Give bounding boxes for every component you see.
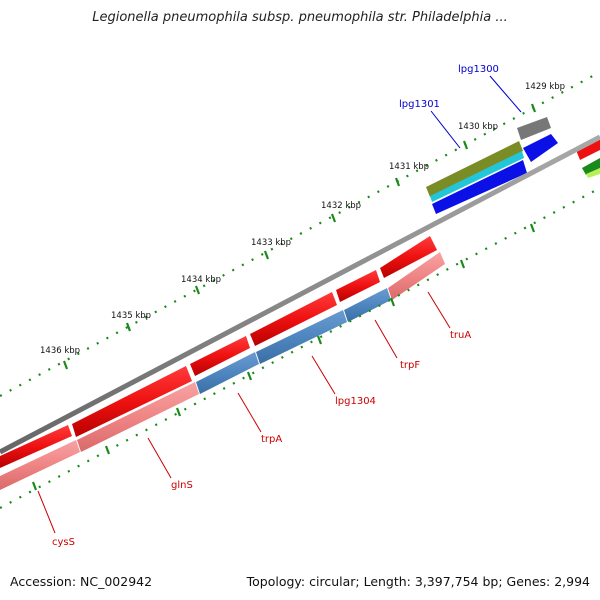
gene-forward-trpA [190,336,250,376]
gene-forward-1 [0,425,72,468]
reverse-genes[interactable] [0,252,445,490]
gene-label-glnS: glnS [171,480,193,491]
gene-blue-arrow [523,134,558,162]
backbone [0,134,600,455]
gene-reverse-lpg1304 [256,310,347,364]
gene-reverse-cysS [0,440,80,490]
gene-label-lpg1300: lpg1300 [458,64,499,75]
gene-label-truA: truA [450,330,471,341]
kbp-label-1431: 1431 kbp [389,162,429,172]
kbp-label-1435: 1435 kbp [111,311,151,321]
gene-lpg1301-blue [432,160,527,214]
kbp-labels: 1429 kbp 1430 kbp 1431 kbp 1432 kbp 1433… [40,82,565,356]
gene-label-lpg1304: lpg1304 [335,396,376,407]
outer-tick-row [0,71,600,397]
inner-tick-row [0,187,600,509]
map-title: Legionella pneumophila subsp. pneumophil… [92,10,508,25]
forward-genes[interactable] [0,236,437,468]
gene-cyan [430,151,524,202]
gene-labels: lpg1300 lpg1301 truA trpF lpg1304 trpA g… [52,64,499,548]
gene-forward-truA [380,236,437,278]
topology-summary: Topology: circular; Length: 3,397,754 bp… [246,574,590,589]
kbp-label-1433: 1433 kbp [251,238,291,248]
accession-text: Accession: NC_002942 [10,574,153,589]
gene-cluster-top[interactable] [426,117,600,214]
gene-green-edge [582,158,600,175]
kbp-label-1432: 1432 kbp [321,201,361,211]
gene-label-trpF: trpF [400,360,420,371]
gene-olive [426,141,523,197]
gene-forward-trpF [336,270,380,302]
gene-lpg1300-grey [517,117,551,140]
gene-forward-lpg1304 [250,292,337,346]
gene-reverse-truA [388,252,445,300]
kbp-label-1430: 1430 kbp [458,122,498,132]
gene-label-trpA: trpA [261,434,282,445]
gene-lime-edge [586,168,600,178]
gene-reverse-trpF [344,288,391,322]
kbp-label-1429: 1429 kbp [525,82,565,92]
gene-label-cysS: cysS [52,537,75,548]
gene-forward-glnS-cysS [72,366,192,437]
kbp-label-1434: 1434 kbp [181,275,221,285]
gene-reverse-trpA [196,352,259,394]
gene-label-lpg1301: lpg1301 [399,99,440,110]
gene-reverse-glnS [77,382,199,452]
kbp-label-1436: 1436 kbp [40,346,80,356]
leader-lines [37,75,522,534]
